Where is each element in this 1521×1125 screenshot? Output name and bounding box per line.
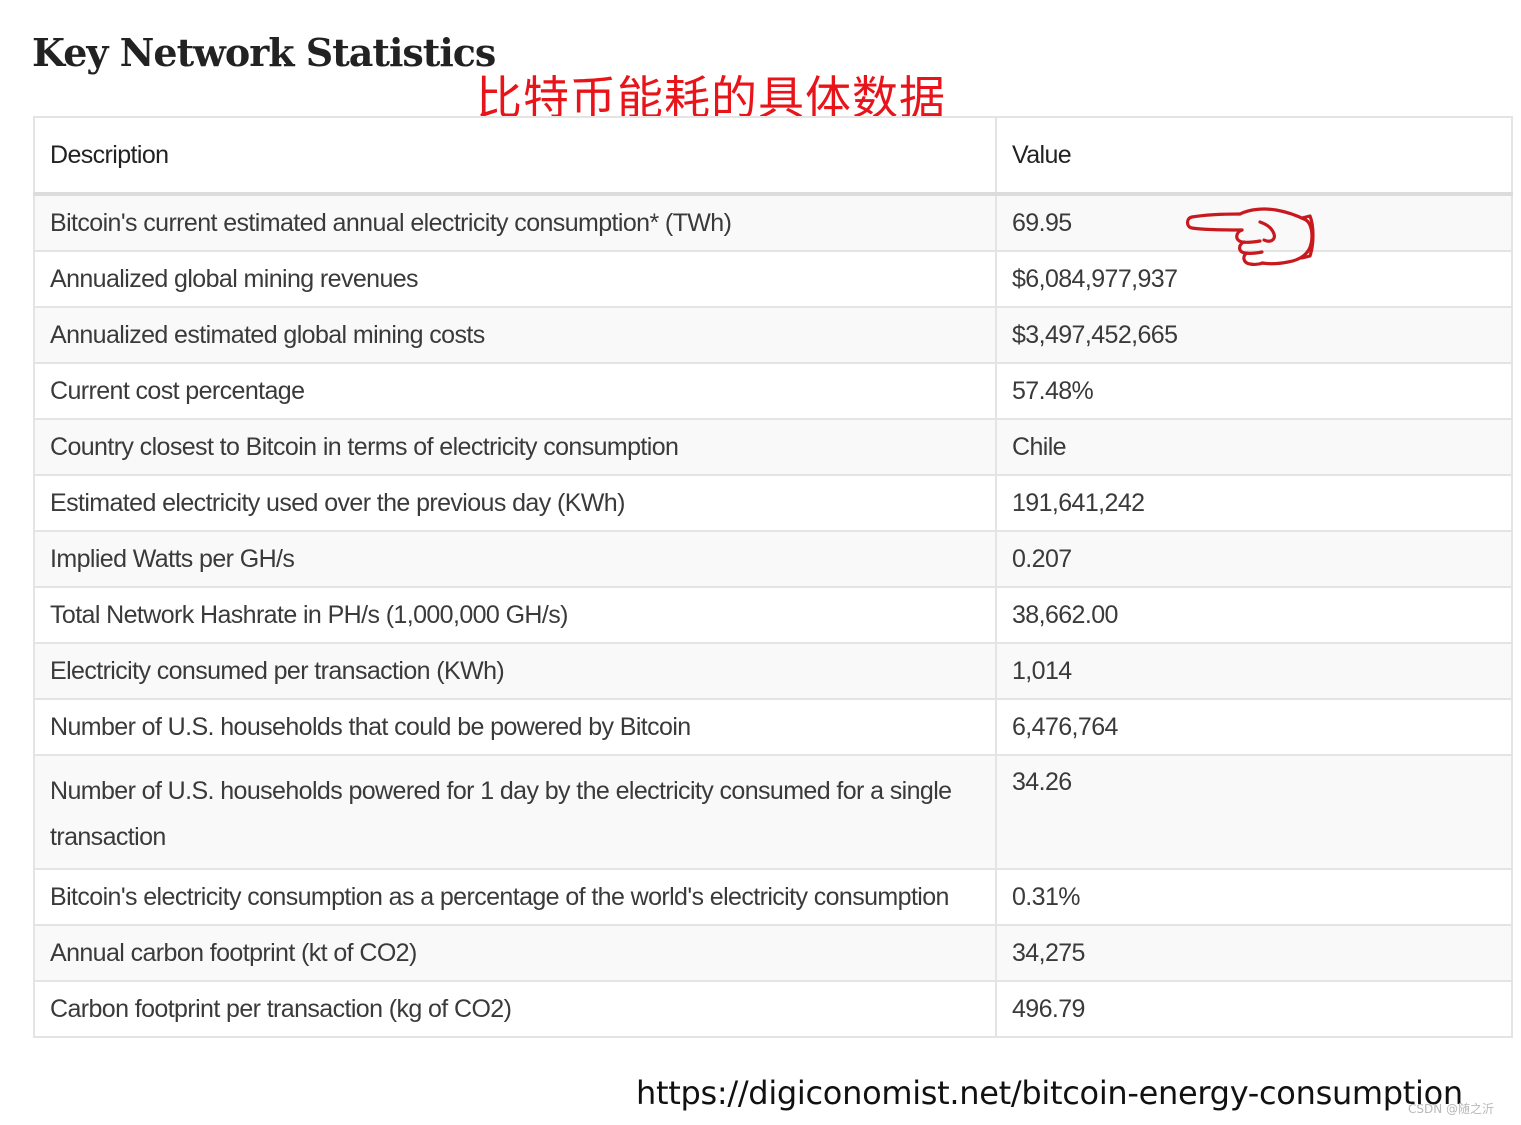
- row-value: 1,014: [995, 642, 1513, 700]
- table-row: Bitcoin's electricity consumption as a p…: [33, 868, 1513, 926]
- column-header-description: Description: [33, 116, 997, 196]
- pointing-hand-icon: [1185, 207, 1315, 267]
- row-value: 496.79: [995, 980, 1513, 1038]
- row-description: Number of U.S. households powered for 1 …: [33, 754, 997, 870]
- row-value: $6,084,977,937: [995, 250, 1513, 308]
- row-value: 191,641,242: [995, 474, 1513, 532]
- row-description: Current cost percentage: [33, 362, 997, 420]
- row-description: Carbon footprint per transaction (kg of …: [33, 980, 997, 1038]
- table-row: Number of U.S. households that could be …: [33, 698, 1513, 756]
- row-value: 0.207: [995, 530, 1513, 588]
- table-row: Annualized estimated global mining costs…: [33, 306, 1513, 364]
- table-row: Carbon footprint per transaction (kg of …: [33, 980, 1513, 1038]
- row-description: Annual carbon footprint (kt of CO2): [33, 924, 997, 982]
- row-value: 69.95: [995, 193, 1513, 252]
- table-row: Electricity consumed per transaction (KW…: [33, 642, 1513, 700]
- row-value: Chile: [995, 418, 1513, 476]
- table-row: Estimated electricity used over the prev…: [33, 474, 1513, 532]
- watermark: CSDN @随之沂: [1408, 1102, 1495, 1116]
- row-description: Total Network Hashrate in PH/s (1,000,00…: [33, 586, 997, 644]
- page-title: Key Network Statistics: [32, 30, 496, 75]
- key-network-statistics-table: Description Value Bitcoin's current esti…: [33, 116, 1513, 1038]
- row-value: 0.31%: [995, 868, 1513, 926]
- table-row: Bitcoin's current estimated annual elect…: [33, 193, 1513, 252]
- table-row: Implied Watts per GH/s 0.207: [33, 530, 1513, 588]
- row-value: 38,662.00: [995, 586, 1513, 644]
- annotation-text: 比特币能耗的具体数据: [476, 71, 946, 125]
- row-description: Implied Watts per GH/s: [33, 530, 997, 588]
- row-value: 34.26: [995, 754, 1513, 870]
- row-value: 34,275: [995, 924, 1513, 982]
- table-row: Annual carbon footprint (kt of CO2) 34,2…: [33, 924, 1513, 982]
- table-header-row: Description Value: [33, 116, 1513, 196]
- row-description: Bitcoin's electricity consumption as a p…: [33, 868, 997, 926]
- row-description: Estimated electricity used over the prev…: [33, 474, 997, 532]
- table-row: Number of U.S. households powered for 1 …: [33, 754, 1513, 870]
- row-description: Annualized estimated global mining costs: [33, 306, 997, 364]
- table-row: Country closest to Bitcoin in terms of e…: [33, 418, 1513, 476]
- row-description: Number of U.S. households that could be …: [33, 698, 997, 756]
- source-url: https://digiconomist.net/bitcoin-energy-…: [636, 1074, 1463, 1112]
- row-description: Electricity consumed per transaction (KW…: [33, 642, 997, 700]
- row-value: 57.48%: [995, 362, 1513, 420]
- column-header-value: Value: [995, 116, 1513, 196]
- row-value: $3,497,452,665: [995, 306, 1513, 364]
- row-description: Country closest to Bitcoin in terms of e…: [33, 418, 997, 476]
- row-description: Annualized global mining revenues: [33, 250, 997, 308]
- table-row: Annualized global mining revenues $6,084…: [33, 250, 1513, 308]
- table-row: Current cost percentage 57.48%: [33, 362, 1513, 420]
- table-row: Total Network Hashrate in PH/s (1,000,00…: [33, 586, 1513, 644]
- row-description: Bitcoin's current estimated annual elect…: [33, 193, 997, 252]
- row-value: 6,476,764: [995, 698, 1513, 756]
